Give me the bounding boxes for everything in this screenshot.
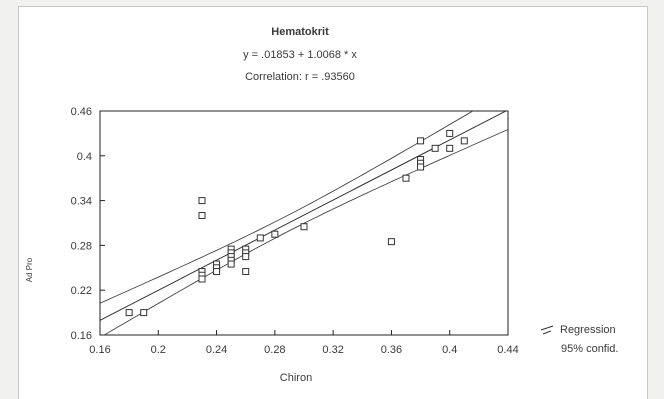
- data-point: [417, 163, 425, 171]
- data-point: [198, 275, 206, 283]
- data-point: [198, 197, 206, 205]
- x-tick-label: 0.16: [89, 344, 110, 356]
- data-point: [140, 309, 148, 317]
- regression-lines: [100, 111, 508, 335]
- data-point: [125, 309, 133, 317]
- chart-title: Hematokrit: [271, 26, 329, 38]
- y-tick-label: 0.22: [71, 285, 92, 297]
- y-axis: 0.16 0.22 0.28 0.34 0.4 0.46: [71, 106, 105, 342]
- y-axis-label: Ad Pro: [25, 257, 34, 282]
- confidence-band-lower: [103, 129, 508, 335]
- legend: Regression 95% confid.: [540, 324, 618, 355]
- data-point: [271, 230, 279, 238]
- x-tick-label: 0.24: [206, 344, 227, 356]
- x-tick-label: 0.32: [322, 344, 343, 356]
- x-tick-label: 0.4: [442, 344, 457, 356]
- data-points: [125, 129, 468, 317]
- data-point: [402, 174, 410, 182]
- data-point: [417, 137, 425, 145]
- x-tick-label: 0.2: [151, 344, 166, 356]
- x-axis-label: Chiron: [280, 372, 312, 384]
- x-tick-label: 0.44: [497, 344, 518, 356]
- legend-regression-line: [540, 325, 554, 331]
- data-point: [227, 260, 235, 268]
- confidence-band-upper: [100, 111, 474, 304]
- data-point: [300, 223, 308, 231]
- data-point: [213, 268, 221, 276]
- data-point: [242, 268, 250, 276]
- data-point: [242, 253, 250, 261]
- legend-regression-label: Regression: [560, 324, 616, 336]
- data-point: [446, 144, 454, 152]
- y-tick-label: 0.46: [71, 106, 92, 118]
- data-point: [256, 234, 264, 242]
- regression-line: [100, 111, 507, 321]
- data-point: [198, 212, 206, 220]
- x-axis: 0.16 0.2 0.24 0.28 0.32 0.36 0.4 0.44: [89, 330, 519, 356]
- y-tick-label: 0.34: [71, 196, 92, 208]
- data-point: [446, 129, 454, 137]
- y-tick-label: 0.28: [71, 240, 92, 252]
- data-point: [431, 144, 439, 152]
- regression-equation: y = .01853 + 1.0068 * x: [243, 49, 357, 61]
- x-tick-label: 0.36: [381, 344, 402, 356]
- plot-area: [99, 110, 509, 336]
- y-tick-label: 0.16: [71, 330, 92, 342]
- legend-confid-line: [542, 330, 552, 335]
- y-tick-label: 0.4: [77, 151, 92, 163]
- correlation-label: Correlation: r = .93560: [245, 71, 355, 83]
- legend-confid-label: 95% confid.: [561, 343, 618, 355]
- x-tick-label: 0.28: [264, 344, 285, 356]
- data-point: [387, 238, 395, 246]
- data-point: [460, 137, 468, 145]
